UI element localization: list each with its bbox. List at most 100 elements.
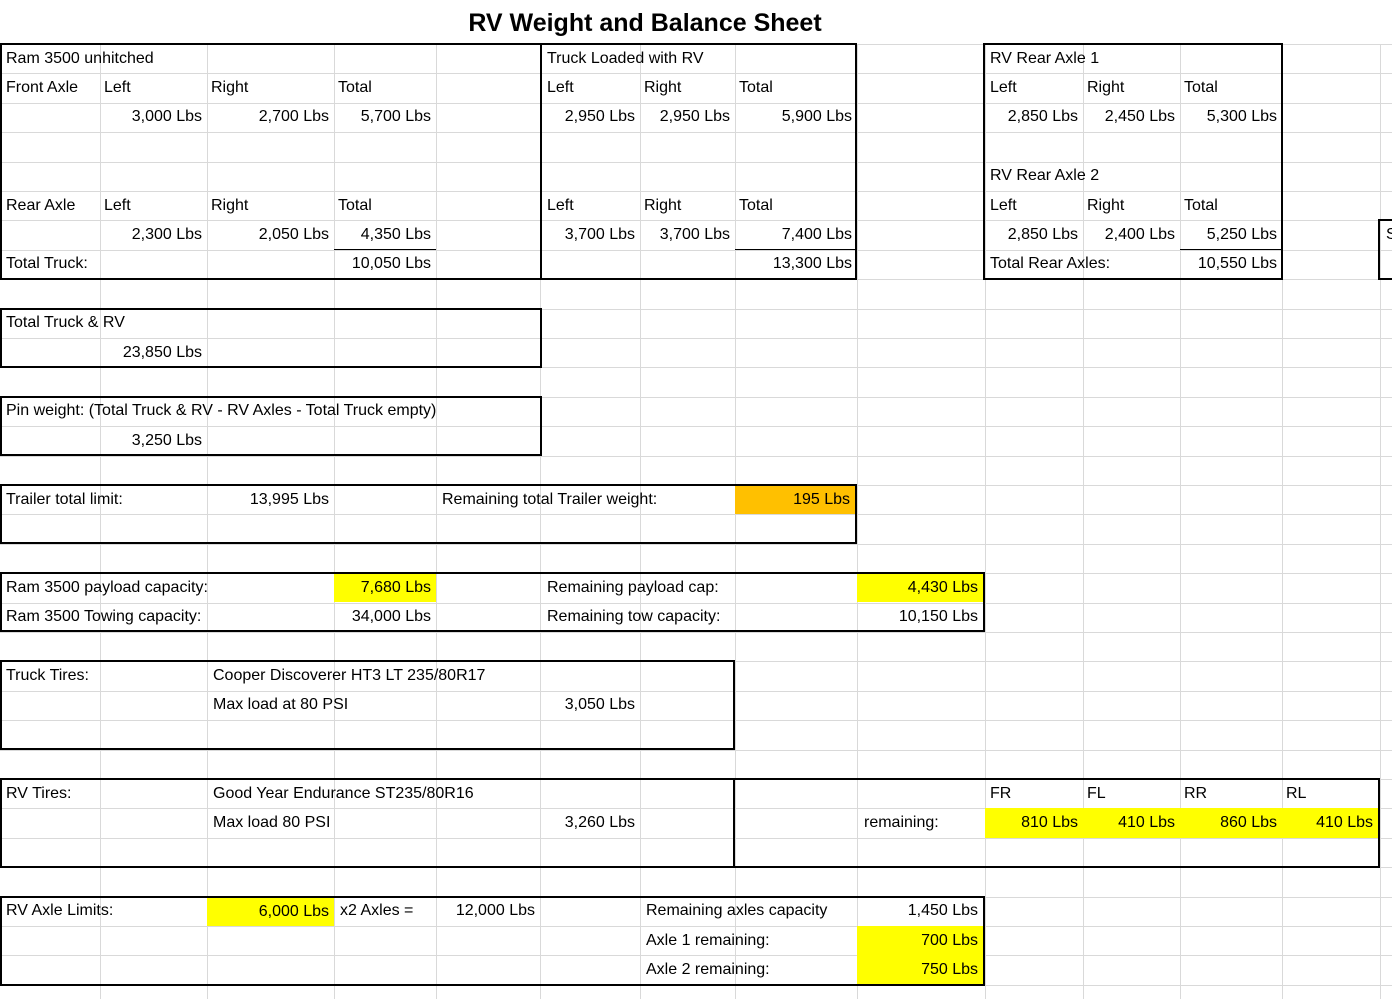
towing-capacity-label[interactable]: Ram 3500 Towing capacity: [6, 608, 202, 626]
loaded-rear-right[interactable]: 3,700 Lbs [659, 226, 730, 244]
trailer-limit-value[interactable]: 13,995 Lbs [249, 490, 329, 508]
gridline-v [1380, 44, 1381, 999]
gridline-h [0, 426, 1392, 428]
rv-tires-label[interactable]: RV Tires: [6, 784, 72, 802]
total-rear-axles-label[interactable]: Total Rear Axles: [990, 255, 1111, 273]
trailer-limit-label[interactable]: Trailer total limit: [6, 490, 123, 508]
combined-total-label[interactable]: Total Truck & RV [6, 314, 125, 332]
unhitched-front-left[interactable]: 3,000 Lbs [131, 108, 202, 126]
payload-remaining-value[interactable]: 4,430 Lbs [857, 574, 983, 602]
unhitched-front-left-header[interactable]: Left [104, 79, 131, 97]
truck-tires-label[interactable]: Truck Tires: [6, 667, 89, 685]
rv-axle1-left[interactable]: 2,850 Lbs [1007, 108, 1078, 126]
gridline-h [0, 396, 1392, 398]
truck-tires-maxload-label[interactable]: Max load at 80 PSI [213, 696, 349, 714]
rv-tire-rl-header[interactable]: RL [1286, 784, 1307, 802]
combined-total-value[interactable]: 23,850 Lbs [122, 343, 202, 361]
gridline-v [100, 44, 101, 999]
loaded-front-total[interactable]: 5,900 Lbs [781, 108, 852, 126]
loaded-rear-total-header[interactable]: Total [739, 196, 773, 214]
tow-remaining-label[interactable]: Remaining tow capacity: [547, 608, 721, 626]
loaded-rear-total[interactable]: 7,400 Lbs [735, 220, 857, 250]
rv-axle1-total-header[interactable]: Total [1184, 79, 1218, 97]
rv-axle1-right-header[interactable]: Right [1087, 79, 1125, 97]
pin-weight-label[interactable]: Pin weight: (Total Truck & RV - RV Axles… [6, 402, 437, 420]
gridline-v [1083, 44, 1084, 999]
payload-capacity-value[interactable]: 7,680 Lbs [334, 574, 436, 602]
axle2-remaining-value[interactable]: 750 Lbs [857, 955, 983, 984]
loaded-title[interactable]: Truck Loaded with RV [547, 49, 704, 67]
tow-remaining-value[interactable]: 10,150 Lbs [898, 608, 978, 626]
loaded-front-left[interactable]: 2,950 Lbs [564, 108, 635, 126]
rv-axle2-left[interactable]: 2,850 Lbs [1007, 226, 1078, 244]
total-truck-label[interactable]: Total Truck: [6, 255, 88, 273]
loaded-front-right-header[interactable]: Right [644, 79, 682, 97]
rv-axle2-total-header[interactable]: Total [1184, 196, 1218, 214]
rv-axle1-left-header[interactable]: Left [990, 79, 1017, 97]
loaded-rear-right-header[interactable]: Right [644, 196, 682, 214]
rv-tire-rl-remaining[interactable]: 410 Lbs [1282, 808, 1378, 838]
unhitched-rear-left-header[interactable]: Left [104, 196, 131, 214]
rv-tires-maxload-label[interactable]: Max load 80 PSI [213, 814, 331, 832]
rv-tire-fr-header[interactable]: FR [990, 784, 1012, 802]
unhitched-title[interactable]: Ram 3500 unhitched [6, 49, 154, 67]
axle1-remaining-label[interactable]: Axle 1 remaining: [646, 931, 770, 949]
rv-axle-limit-total[interactable]: 12,000 Lbs [455, 902, 535, 920]
axles-remaining-label[interactable]: Remaining axles capacity [646, 902, 828, 920]
rv-axle2-title[interactable]: RV Rear Axle 2 [990, 167, 1100, 185]
unhitched-rear-right-header[interactable]: Right [211, 196, 249, 214]
rv-axle1-right[interactable]: 2,450 Lbs [1104, 108, 1175, 126]
unhitched-front-total[interactable]: 5,700 Lbs [360, 108, 431, 126]
rv-tire-rr-remaining[interactable]: 860 Lbs [1180, 808, 1282, 838]
total-truck-value[interactable]: 10,050 Lbs [351, 255, 431, 273]
total-rear-axles-value[interactable]: 10,550 Lbs [1197, 255, 1277, 273]
rv-axle2-left-header[interactable]: Left [990, 196, 1017, 214]
front-axle-label[interactable]: Front Axle [6, 79, 79, 97]
unhitched-front-total-header[interactable]: Total [338, 79, 372, 97]
axles-remaining-value[interactable]: 1,450 Lbs [907, 902, 978, 920]
truck-tires-maxload-value[interactable]: 3,050 Lbs [564, 696, 635, 714]
rv-tires-model[interactable]: Good Year Endurance ST235/80R16 [213, 784, 474, 802]
loaded-rear-left-header[interactable]: Left [547, 196, 574, 214]
truck-tires-model[interactable]: Cooper Discoverer HT3 LT 235/80R17 [213, 667, 486, 685]
gridline-h [0, 308, 1392, 310]
rv-tire-fl-remaining[interactable]: 410 Lbs [1083, 808, 1180, 838]
pin-weight-value[interactable]: 3,250 Lbs [131, 431, 202, 449]
rv-tires-remaining-label[interactable]: remaining: [864, 814, 939, 832]
loaded-front-total-header[interactable]: Total [739, 79, 773, 97]
unhitched-rear-total[interactable]: 4,350 Lbs [334, 220, 436, 250]
unhitched-front-right[interactable]: 2,700 Lbs [258, 108, 329, 126]
loaded-grand-total[interactable]: 13,300 Lbs [772, 255, 852, 273]
rv-axle-limit-per-axle[interactable]: 6,000 Lbs [207, 897, 334, 926]
loaded-front-right[interactable]: 2,950 Lbs [659, 108, 730, 126]
trailer-remaining-value[interactable]: 195 Lbs [735, 486, 855, 514]
rv-axle-limits-label[interactable]: RV Axle Limits: [6, 902, 114, 920]
rv-axle2-right-header[interactable]: Right [1087, 196, 1125, 214]
axle2-remaining-label[interactable]: Axle 2 remaining: [646, 961, 770, 979]
clipped-right-cell[interactable]: S [1386, 226, 1392, 244]
unhitched-front-right-header[interactable]: Right [211, 79, 249, 97]
rv-axle1-title[interactable]: RV Rear Axle 1 [990, 49, 1100, 67]
rv-tire-fr-remaining[interactable]: 810 Lbs [985, 808, 1083, 838]
rv-axle2-right[interactable]: 2,400 Lbs [1104, 226, 1175, 244]
rear-axle-label[interactable]: Rear Axle [6, 196, 76, 214]
loaded-front-left-header[interactable]: Left [547, 79, 574, 97]
gridline-v [857, 44, 858, 999]
payload-capacity-label[interactable]: Ram 3500 payload capacity: [6, 578, 208, 596]
gridline-h [0, 955, 1392, 957]
rv-axle-multiplier-label[interactable]: x2 Axles = [340, 902, 414, 920]
loaded-rear-left[interactable]: 3,700 Lbs [564, 226, 635, 244]
payload-remaining-label[interactable]: Remaining payload cap: [547, 578, 719, 596]
rv-tire-fl-header[interactable]: FL [1087, 784, 1106, 802]
rv-tire-rr-header[interactable]: RR [1184, 784, 1208, 802]
towing-capacity-value[interactable]: 34,000 Lbs [351, 608, 431, 626]
unhitched-rear-left[interactable]: 2,300 Lbs [131, 226, 202, 244]
rv-axle1-total[interactable]: 5,300 Lbs [1206, 108, 1277, 126]
unhitched-rear-right[interactable]: 2,050 Lbs [258, 226, 329, 244]
trailer-remaining-label[interactable]: Remaining total Trailer weight: [442, 490, 658, 508]
axle1-remaining-value[interactable]: 700 Lbs [857, 926, 983, 956]
rv-axle2-total[interactable]: 5,250 Lbs [1180, 220, 1282, 250]
rv-tires-maxload-value[interactable]: 3,260 Lbs [564, 814, 635, 832]
unhitched-rear-total-header[interactable]: Total [338, 196, 372, 214]
